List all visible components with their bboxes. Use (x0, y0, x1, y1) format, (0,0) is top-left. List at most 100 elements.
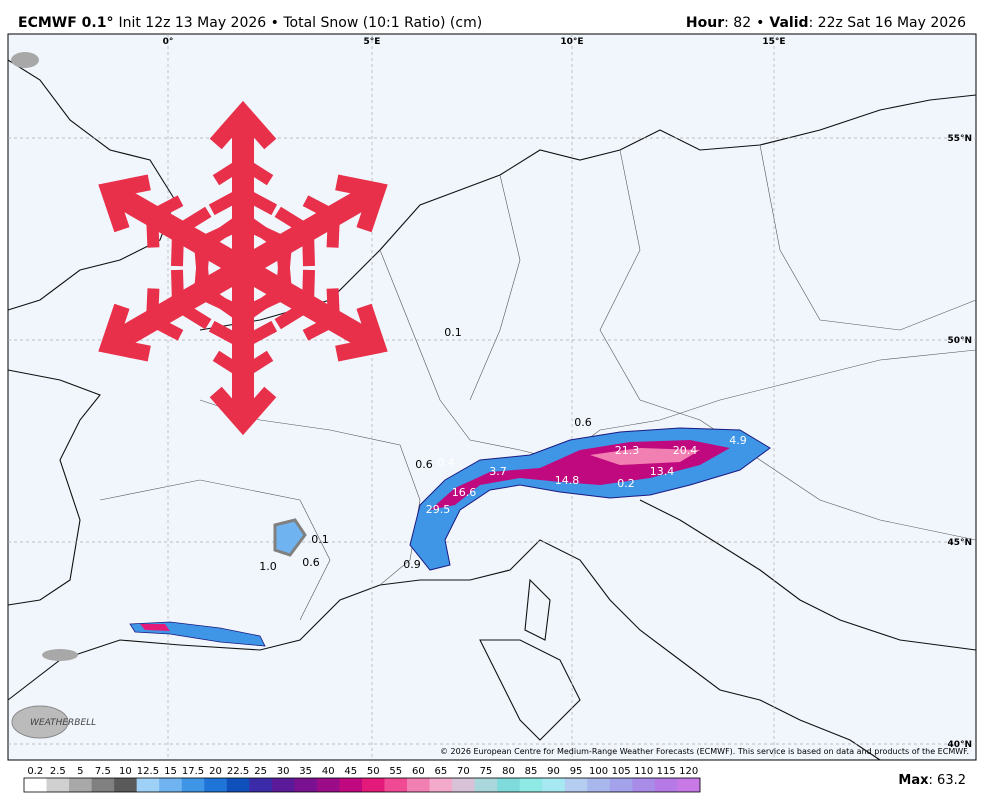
snow-value-label: 0.4 (437, 456, 455, 469)
arm-tip (98, 303, 151, 362)
max-label: Max (898, 773, 929, 788)
coast (639, 499, 977, 651)
snow-value-label: 0.2 (617, 477, 635, 490)
valid-value: : 22z Sat 16 May 2026 (809, 15, 967, 31)
snow-value-label: 14.8 (555, 474, 580, 487)
colorbar-swatch (654, 778, 678, 792)
coast (199, 94, 977, 331)
colorbar-swatch (452, 778, 475, 792)
colorbar-tick-label: 110 (634, 766, 653, 777)
snowflake-center (223, 248, 263, 288)
snow-value-label: 21.3 (615, 444, 640, 457)
coast (7, 539, 881, 761)
arm-tip (335, 174, 388, 233)
coast (479, 639, 581, 741)
header-left: ECMWF 0.1° Init 12z 13 May 2026 • Total S… (18, 15, 482, 31)
arm-tip (335, 303, 388, 362)
colorbar-swatch (271, 778, 295, 792)
colorbar-tick-label: 30 (277, 766, 290, 777)
arm-branch (274, 206, 316, 267)
colorbar-swatch (204, 778, 228, 792)
lat-label: 40°N (947, 740, 972, 750)
colorbar-swatch (91, 778, 115, 792)
graticule (8, 34, 976, 760)
coastlines (7, 59, 977, 761)
colorbar-swatch (294, 778, 318, 792)
snow-labels: 0.1 0.6 21.3 20.4 4.9 0.6 0.4 3.7 14.8 0.2 13.4 16.… (259, 326, 747, 573)
colorbar-tick-label: 65 (434, 766, 447, 777)
snow-area (42, 649, 78, 661)
lat-label: 50°N (947, 336, 972, 346)
snow-value-label: 0.6 (415, 458, 433, 471)
hour-value: : 82 (724, 15, 751, 31)
snow-value-label: 0.6 (302, 556, 320, 569)
colorbar-tick-label: 35 (299, 766, 312, 777)
snow-area (273, 518, 307, 557)
colorbar-tick-label: 60 (412, 766, 425, 777)
colorbar-tick-label: 15 (164, 766, 177, 777)
colorbar-tick-label: 90 (547, 766, 560, 777)
snow-value-label: 0.1 (444, 326, 462, 339)
colorbar-swatch (249, 778, 273, 792)
snowflake-arm (205, 257, 281, 436)
arm-tip (209, 100, 277, 150)
colorbar-tick-label: 40 (322, 766, 335, 777)
colorbar-swatch (362, 778, 385, 792)
snowflake-arm (98, 251, 259, 362)
snow-value-label: 13.4 (650, 465, 675, 478)
snow-value-label: 0.6 (574, 416, 592, 429)
colorbar-tick-label: 10 (119, 766, 132, 777)
snow-value-label: 29.5 (426, 503, 451, 516)
colorbar-swatch (339, 778, 363, 792)
colorbar-swatch (564, 778, 588, 792)
snow-area (11, 52, 39, 68)
colorbar-swatch (609, 778, 633, 792)
hour-label: Hour (686, 15, 724, 31)
valid-label: Valid (769, 15, 808, 31)
colorbar-swatch (316, 778, 340, 792)
colorbar-tick-label: 75 (480, 766, 493, 777)
colorbar-swatch (24, 778, 47, 792)
border (599, 149, 701, 421)
map-frame (7, 33, 977, 761)
border (199, 399, 421, 586)
colorbar-tick-label: 7.5 (95, 766, 111, 777)
arm-branch (208, 186, 278, 216)
colorbar-tick-label: 12.5 (137, 766, 159, 777)
snow-areas (11, 52, 771, 734)
copyright: © 2026 European Centre for Medium-Range … (440, 747, 969, 756)
weatherbell-logo: WEATHERBELL (11, 705, 96, 739)
snowflake-arm (205, 100, 281, 279)
arm-branch (170, 269, 212, 330)
borders (99, 144, 977, 621)
arm-branch (208, 320, 278, 350)
colorbar-tick-label: 80 (502, 766, 515, 777)
colorbar-swatch (384, 778, 408, 792)
colorbar-tick-label: 0.2 (27, 766, 43, 777)
border (99, 479, 331, 621)
colorbar-swatch (429, 778, 453, 792)
colorbar-swatch (632, 778, 656, 792)
colorbar-frame (23, 777, 701, 793)
lon-label: 15°E (762, 37, 785, 47)
logo-globe (11, 705, 69, 739)
colorbar-swatch (69, 778, 92, 792)
colorbar-swatch (542, 778, 566, 792)
colorbar-tick-label: 95 (570, 766, 583, 777)
arm-branch (145, 288, 184, 341)
colorbar-tick-label: 50 (367, 766, 380, 777)
snow-value-label: 20.4 (673, 444, 698, 457)
lat-label: 55°N (947, 134, 972, 144)
colorbar-swatch (474, 778, 498, 792)
snowflake-icon (98, 100, 388, 436)
colorbar-swatch (497, 778, 521, 792)
border (759, 144, 977, 331)
arm-tip (98, 174, 151, 233)
colorbar-swatch (519, 778, 543, 792)
snow-value-label: 3.7 (489, 465, 507, 478)
colorbar-tick-label: 70 (457, 766, 470, 777)
colorbar-tick-label: 22.5 (227, 766, 249, 777)
colorbar-swatch (181, 778, 205, 792)
logo-text: WEATHERBELL (30, 718, 96, 728)
